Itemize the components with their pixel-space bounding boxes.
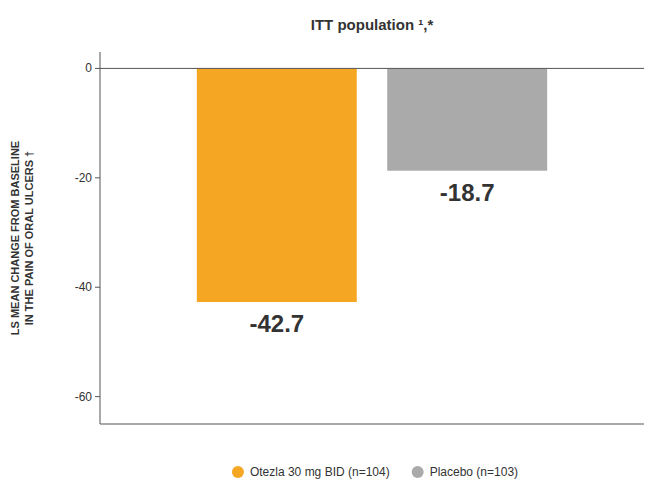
title: ITT population ¹,* <box>311 16 434 33</box>
legend-label: Otezla 30 mg BID (n=104) <box>250 465 390 479</box>
bars <box>197 68 547 302</box>
y-axis-line <box>100 52 101 424</box>
y-tick <box>95 396 100 397</box>
y-tick <box>95 287 100 288</box>
bar <box>387 68 547 170</box>
data-label: -42.7 <box>249 310 304 337</box>
zero-line <box>100 68 644 69</box>
legend-item: Otezla 30 mg BID (n=104) <box>232 465 390 479</box>
legend: Otezla 30 mg BID (n=104) Placebo (n=103) <box>232 465 518 479</box>
legend-item: Placebo (n=103) <box>412 465 518 479</box>
y-axis-label-line: LS MEAN CHANGE FROM BASELINE <box>9 141 21 335</box>
y-tick <box>95 68 100 69</box>
y-tick-label: -40 <box>75 280 93 294</box>
data-label: -18.7 <box>440 179 495 206</box>
legend-label: Placebo (n=103) <box>430 465 518 479</box>
y-tick-label: -60 <box>75 390 93 404</box>
y-tick <box>95 177 100 178</box>
x-axis-line <box>100 424 644 425</box>
bar <box>197 68 357 302</box>
chart-svg: 0 -20 -40 -60 LS MEAN CHANGE FROM BASELINEIN… <box>0 0 668 494</box>
legend-marker <box>412 466 424 478</box>
y-axis-label-line: IN THE PAIN OF ORAL ULCERS † <box>23 151 35 325</box>
y-tick-label: 0 <box>85 61 92 75</box>
legend-marker <box>232 466 244 478</box>
y-tick-label: -20 <box>75 171 93 185</box>
y-axis-label: LS MEAN CHANGE FROM BASELINEIN THE PAIN … <box>9 141 35 335</box>
chart-container: 0 -20 -40 -60 LS MEAN CHANGE FROM BASELINEIN… <box>0 0 668 494</box>
